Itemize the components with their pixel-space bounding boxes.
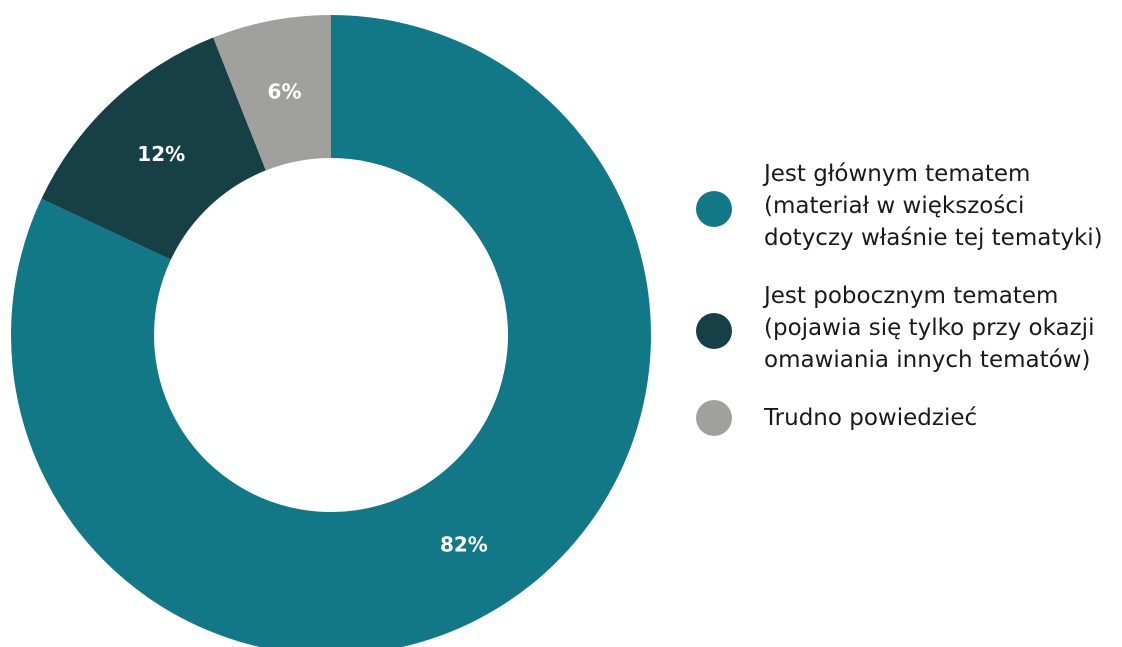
legend-label-main-topic: Jest głównym tematem (materiał w większo…	[764, 161, 1103, 251]
legend-item-main-topic: Jest głównym tematem (materiał w większo…	[690, 158, 1115, 254]
legend-swatch-main-topic	[696, 191, 732, 227]
slice-side-topic-label: 12%	[137, 142, 185, 166]
donut-chart: 82% 12% 6%	[11, 15, 651, 647]
legend-label-side-topic: Jest pobocznym tematem (pojawia się tylk…	[764, 283, 1095, 373]
legend-swatch-side-topic	[696, 313, 732, 349]
legend-item-hard-to-say: Trudno powiedzieć	[690, 400, 1115, 446]
slice-hard-to-say	[213, 15, 331, 171]
slice-main-topic-label: 82%	[440, 532, 488, 556]
slice-main-topic	[11, 15, 651, 647]
legend-swatch-hard-to-say	[696, 400, 732, 436]
slice-hard-to-say-label: 6%	[268, 79, 302, 103]
legend: Jest głównym tematem (materiał w większo…	[690, 158, 1115, 472]
legend-item-side-topic: Jest pobocznym tematem (pojawia się tylk…	[690, 280, 1115, 376]
legend-label-hard-to-say: Trudno powiedzieć	[764, 405, 978, 431]
slice-side-topic	[41, 37, 266, 260]
